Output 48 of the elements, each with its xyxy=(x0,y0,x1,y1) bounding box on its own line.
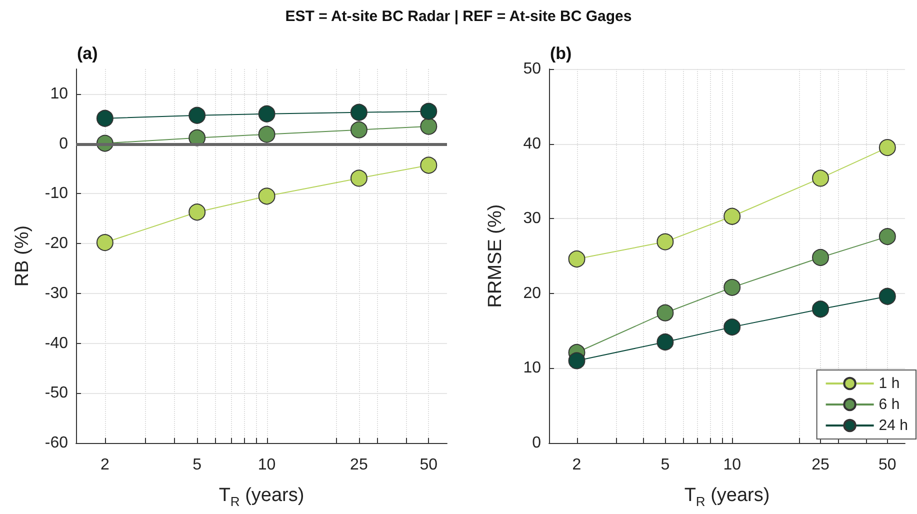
y-axis-title: RB (%) xyxy=(12,225,33,287)
y-tick-label: -50 xyxy=(44,384,68,402)
point xyxy=(568,352,586,370)
point xyxy=(258,126,276,143)
y-tick-label: -60 xyxy=(44,434,68,452)
point xyxy=(258,188,276,205)
legend-label: 24 h xyxy=(878,417,908,434)
point xyxy=(96,234,114,252)
y-tick-label: -30 xyxy=(44,284,68,302)
y-tick-label: -20 xyxy=(44,235,68,252)
chart-title: (b) xyxy=(550,44,572,63)
x-tick-label: 2 xyxy=(100,456,110,474)
y-axis-title: RRMSE (%) xyxy=(485,204,506,308)
x-tick-label: 10 xyxy=(723,456,742,474)
point xyxy=(878,288,896,305)
point xyxy=(724,318,741,336)
y-tick-label: 20 xyxy=(523,284,542,302)
y-tick-label: -10 xyxy=(44,185,68,202)
x-tick-label: 10 xyxy=(258,456,276,474)
x-tick-label: 50 xyxy=(878,456,896,474)
point xyxy=(96,110,114,127)
x-tick-label: 25 xyxy=(812,456,830,474)
y-tick-label: 50 xyxy=(523,60,542,78)
point xyxy=(258,105,276,122)
point xyxy=(420,102,438,120)
y-tick-label: 40 xyxy=(523,135,542,152)
x-tick-label: 2 xyxy=(572,456,582,474)
chart-title: (a) xyxy=(77,44,98,63)
y-tick-label: 0 xyxy=(532,434,542,452)
point xyxy=(420,118,438,135)
y-tick-label: -40 xyxy=(44,334,68,352)
point xyxy=(878,139,896,156)
text: EST = At-site BC Radar | REF = At-site BC Gages xyxy=(284,8,633,25)
point xyxy=(420,156,438,174)
y-tick-label: 10 xyxy=(523,360,542,377)
y-tick-label: 0 xyxy=(59,135,68,152)
legend-label: 1 h xyxy=(878,375,900,392)
y-tick-label: 10 xyxy=(50,85,68,102)
x-tick-label: 5 xyxy=(192,456,202,474)
point xyxy=(724,278,741,296)
x-tick-label: 25 xyxy=(350,456,368,474)
point xyxy=(724,208,741,225)
point xyxy=(878,228,896,246)
x-tick-label: 5 xyxy=(660,456,670,474)
x-tick-label: 50 xyxy=(420,456,438,474)
y-tick-label: 30 xyxy=(523,210,542,228)
legend-label: 6 h xyxy=(878,396,900,413)
point xyxy=(568,250,586,268)
